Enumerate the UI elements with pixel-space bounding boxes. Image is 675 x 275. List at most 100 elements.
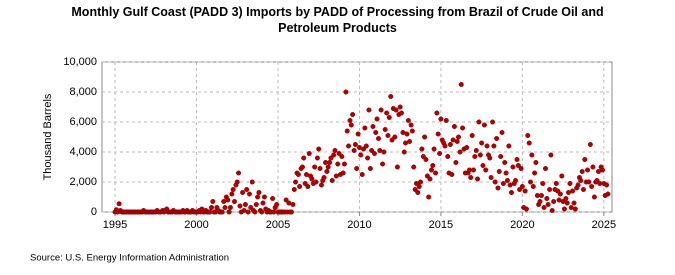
data-point bbox=[591, 194, 597, 200]
data-point bbox=[355, 131, 361, 137]
data-point bbox=[428, 167, 434, 173]
data-point bbox=[291, 186, 297, 192]
data-point bbox=[431, 146, 437, 152]
data-point bbox=[561, 206, 567, 212]
data-point bbox=[378, 107, 384, 113]
data-point bbox=[237, 203, 243, 209]
data-point bbox=[469, 132, 475, 138]
data-point bbox=[317, 165, 323, 171]
data-point bbox=[270, 195, 276, 201]
data-point bbox=[374, 116, 380, 122]
data-point bbox=[346, 143, 352, 149]
data-point bbox=[373, 129, 379, 135]
data-point bbox=[340, 170, 346, 176]
data-point bbox=[434, 110, 440, 116]
data-point bbox=[393, 107, 399, 113]
data-point bbox=[348, 122, 354, 128]
data-point bbox=[359, 171, 365, 177]
data-point bbox=[354, 165, 360, 171]
data-point bbox=[571, 200, 577, 206]
data-point bbox=[480, 162, 486, 168]
data-point bbox=[500, 180, 506, 186]
data-point bbox=[329, 177, 335, 183]
data-point bbox=[582, 156, 588, 162]
data-point bbox=[416, 183, 422, 189]
data-point bbox=[543, 165, 549, 171]
data-point bbox=[321, 174, 327, 180]
data-point bbox=[312, 164, 318, 170]
data-point bbox=[464, 144, 470, 150]
data-point bbox=[460, 125, 466, 131]
data-point bbox=[227, 204, 233, 210]
data-point bbox=[219, 209, 225, 215]
data-point bbox=[477, 152, 483, 158]
data-point bbox=[249, 179, 255, 185]
data-point bbox=[350, 111, 356, 117]
data-point bbox=[473, 147, 479, 153]
data-point bbox=[544, 195, 550, 201]
y-tick-label: 6,000 bbox=[69, 116, 97, 128]
data-point bbox=[484, 143, 490, 149]
x-tick-label: 1995 bbox=[103, 219, 127, 231]
data-point bbox=[445, 153, 451, 159]
data-point bbox=[468, 174, 474, 180]
data-point bbox=[365, 155, 371, 161]
data-point bbox=[426, 194, 432, 200]
data-point bbox=[575, 182, 581, 188]
data-point bbox=[605, 191, 611, 197]
data-point bbox=[503, 170, 509, 176]
data-point bbox=[506, 143, 512, 149]
data-point bbox=[538, 192, 544, 198]
data-point bbox=[401, 149, 407, 155]
data-point bbox=[208, 204, 214, 210]
data-point bbox=[297, 183, 303, 189]
data-point bbox=[236, 170, 242, 176]
data-point bbox=[451, 123, 457, 129]
data-point bbox=[274, 201, 280, 207]
data-point bbox=[570, 188, 576, 194]
data-point bbox=[433, 170, 439, 176]
plot-frame bbox=[101, 61, 613, 213]
data-point bbox=[437, 150, 443, 156]
data-point bbox=[366, 107, 372, 113]
data-point bbox=[545, 201, 551, 207]
data-point bbox=[318, 182, 324, 188]
data-point bbox=[499, 129, 505, 135]
data-point bbox=[514, 156, 520, 162]
data-point bbox=[386, 114, 392, 120]
x-tick-label: 2010 bbox=[347, 219, 371, 231]
data-point bbox=[488, 174, 494, 180]
data-point bbox=[496, 168, 502, 174]
data-point bbox=[529, 152, 535, 158]
data-point bbox=[476, 119, 482, 125]
data-point bbox=[210, 198, 216, 204]
data-point bbox=[309, 176, 315, 182]
data-point bbox=[530, 183, 536, 189]
data-point bbox=[564, 200, 570, 206]
data-point bbox=[226, 209, 232, 215]
data-point bbox=[341, 161, 347, 167]
x-tick-label: 2020 bbox=[510, 219, 534, 231]
data-point bbox=[363, 143, 369, 149]
data-point bbox=[407, 138, 413, 144]
data-point bbox=[475, 176, 481, 182]
data-point bbox=[559, 173, 565, 179]
y-tick-label: 4,000 bbox=[69, 146, 97, 158]
data-point bbox=[306, 150, 312, 156]
data-point bbox=[253, 201, 259, 207]
data-point bbox=[344, 128, 350, 134]
x-tick-label: 2025 bbox=[592, 219, 616, 231]
data-point bbox=[528, 179, 534, 185]
data-point bbox=[343, 89, 349, 95]
data-point bbox=[252, 209, 258, 215]
data-point bbox=[495, 185, 501, 191]
data-point bbox=[487, 155, 493, 161]
data-point bbox=[422, 134, 428, 140]
data-point bbox=[604, 182, 610, 188]
data-point bbox=[246, 191, 252, 197]
data-point bbox=[523, 206, 529, 212]
y-tick-label: 2,000 bbox=[69, 176, 97, 188]
data-point bbox=[585, 167, 591, 173]
data-point bbox=[244, 186, 250, 192]
